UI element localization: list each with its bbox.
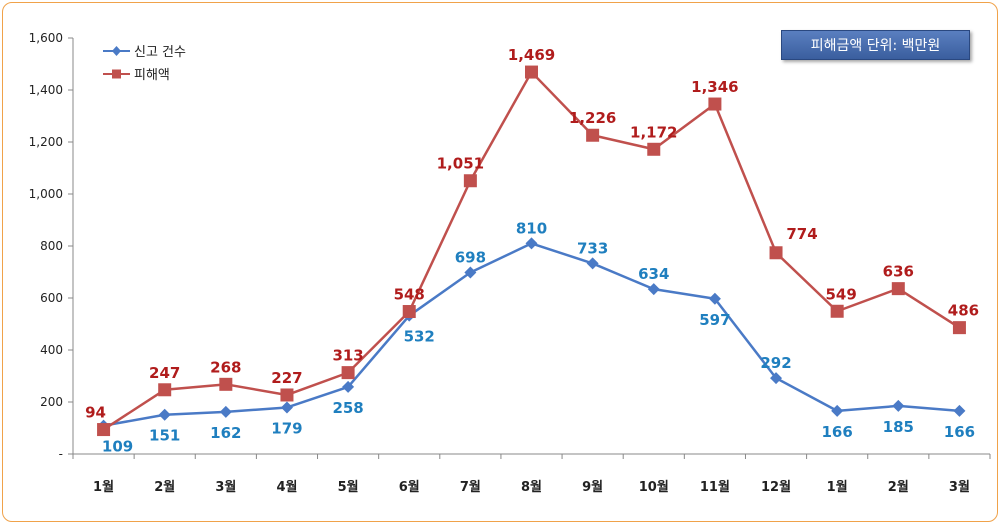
square-marker <box>341 366 355 380</box>
x-tick-label: 2월 <box>154 479 175 495</box>
square-marker <box>97 423 111 437</box>
diamond-marker <box>525 237 538 250</box>
data-label-reports: 634 <box>638 265 669 283</box>
chart-frame <box>2 2 998 522</box>
data-label-damage: 1,469 <box>508 46 555 64</box>
x-tick-label: 11월 <box>700 479 730 495</box>
square-marker <box>708 97 722 111</box>
diamond-marker <box>953 404 966 417</box>
square-marker <box>525 65 538 79</box>
data-label-damage: 247 <box>149 364 180 382</box>
y-tick-label: 1,000 <box>29 187 63 201</box>
x-tick-label: 4월 <box>276 479 297 495</box>
diamond-marker <box>158 408 171 421</box>
square-marker <box>280 388 294 402</box>
legend-label-damage: 피해액 <box>134 68 170 83</box>
x-tick-label: 1월 <box>93 479 114 495</box>
data-label-reports: 151 <box>149 427 180 445</box>
x-tick-label: 9월 <box>582 479 603 495</box>
x-tick-label: 5월 <box>338 479 359 495</box>
diamond-marker <box>342 380 355 393</box>
y-tick-label: 800 <box>40 239 63 253</box>
data-label-reports: 162 <box>210 424 241 442</box>
data-label-damage: 1,172 <box>630 123 677 141</box>
square-marker <box>891 282 905 296</box>
data-label-damage: 774 <box>786 225 817 243</box>
data-label-reports: 258 <box>332 399 363 417</box>
y-tick-label: - <box>59 447 63 461</box>
data-label-damage: 1,226 <box>569 109 616 127</box>
legend-label-reports: 신고 건수 <box>134 45 186 60</box>
diamond-marker <box>219 405 232 418</box>
legend-square-marker <box>112 69 121 79</box>
data-label-damage: 1,346 <box>691 78 738 96</box>
diamond-marker <box>831 404 844 417</box>
diamond-marker <box>586 257 599 270</box>
square-marker <box>158 383 172 397</box>
legend: 신고 건수 피해액 <box>103 45 186 83</box>
data-label-reports: 166 <box>822 423 853 441</box>
diamond-marker <box>647 283 660 296</box>
data-label-damage: 1,051 <box>437 155 484 173</box>
data-labels: 109 151 162 179 258 532 698 810 733 634 597 292 166 1… <box>85 46 979 456</box>
series-line-0 <box>103 242 960 427</box>
diamond-marker <box>464 266 477 279</box>
data-label-damage: 548 <box>394 286 425 304</box>
data-label-damage: 227 <box>271 369 302 387</box>
y-tick-label: 1,400 <box>29 83 63 97</box>
x-tick-label: 3월 <box>949 479 970 495</box>
diamond-marker <box>708 292 721 305</box>
x-tick-label: 10월 <box>639 479 669 495</box>
y-tick-label: 1,600 <box>29 31 63 45</box>
data-label-damage: 636 <box>883 263 914 281</box>
data-label-reports: 698 <box>455 249 486 267</box>
data-label-reports: 166 <box>944 423 975 441</box>
y-tick-label: 200 <box>40 395 63 409</box>
data-label-reports: 810 <box>516 219 547 237</box>
data-label-damage: 486 <box>948 302 979 320</box>
square-marker <box>586 128 600 142</box>
series-layer <box>97 65 966 437</box>
x-tick-label: 1월 <box>827 479 848 495</box>
square-marker <box>830 304 844 318</box>
data-label-damage: 268 <box>210 358 241 376</box>
x-tick-label: 6월 <box>399 479 420 495</box>
x-tick-label: 7월 <box>460 479 481 495</box>
square-marker <box>647 142 661 156</box>
diamond-marker <box>892 399 905 412</box>
diamond-marker <box>770 372 783 385</box>
square-marker <box>219 377 233 391</box>
data-label-damage: 94 <box>85 404 106 422</box>
y-axis-ticks: - 200 400 600 800 1,000 1,200 1,400 1,600 <box>29 31 73 461</box>
diamond-marker <box>280 401 293 414</box>
unit-note-box: 피해금액 단위: 백만원 <box>781 30 970 60</box>
square-marker <box>952 321 966 335</box>
unit-note-text: 피해금액 단위: 백만원 <box>810 38 941 54</box>
data-label-reports: 179 <box>271 419 302 437</box>
square-marker <box>769 246 783 260</box>
data-label-damage: 313 <box>332 347 363 365</box>
x-tick-label: 3월 <box>215 479 236 495</box>
square-marker <box>402 305 416 319</box>
data-label-damage: 549 <box>826 285 857 303</box>
x-tick-label: 2월 <box>888 479 909 495</box>
data-label-reports: 109 <box>102 438 133 456</box>
data-label-reports: 532 <box>404 328 435 346</box>
square-marker <box>463 174 477 188</box>
y-tick-label: 600 <box>40 291 63 305</box>
data-label-reports: 733 <box>577 239 608 257</box>
x-tick-label: 12월 <box>761 479 791 495</box>
x-tick-label: 8월 <box>521 479 542 495</box>
legend-diamond-marker <box>112 46 121 56</box>
data-label-reports: 185 <box>883 418 914 436</box>
y-tick-label: 1,200 <box>29 135 63 149</box>
x-axis-ticks: 1월 2월 3월 4월 5월 6월 7월 8월 9월 10월 11월 12월 1월 2월 3월 <box>72 454 991 495</box>
y-tick-label: 400 <box>40 343 63 357</box>
data-label-reports: 597 <box>699 311 730 329</box>
data-label-reports: 292 <box>760 354 791 372</box>
